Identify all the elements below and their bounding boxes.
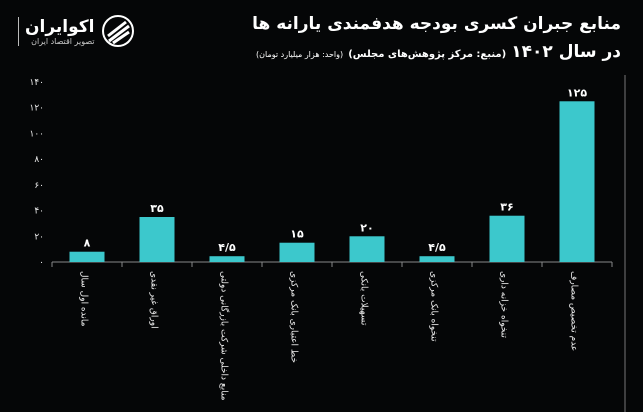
- x-category-label: تنخواه خزانه داری: [499, 271, 509, 338]
- y-tick-label: ۶۰: [34, 181, 44, 191]
- x-category-label: خط اعتباری بانک مرکزی: [289, 271, 299, 363]
- bar: [279, 242, 315, 262]
- bar: [139, 217, 175, 262]
- data-label: ۲۰: [360, 221, 373, 234]
- y-tick-label: ۴۰: [34, 207, 44, 217]
- subtitle-unit: (واحد: هزار میلیارد تومان): [256, 50, 344, 59]
- data-label: ۱۲۵: [567, 86, 587, 99]
- x-category-label: اوراق غیر نقدی: [149, 271, 159, 329]
- bar: [559, 101, 595, 263]
- x-category-label: تنخواه بانک مرکزی: [429, 271, 439, 342]
- bar: [489, 215, 525, 262]
- data-label: ۸: [84, 237, 91, 250]
- x-category-label: منابع داخلی شرکت بازرگانی دولتی: [219, 271, 231, 401]
- x-category-label: عدم تخصیص مصارف: [569, 271, 579, 351]
- logo-tagline: تصویر اقتصاد ایران: [31, 36, 95, 46]
- bar: [209, 256, 245, 262]
- data-label: ۴/۵: [428, 241, 446, 254]
- data-label: ۱۵: [290, 228, 304, 241]
- y-tick-label: ۱۴۰: [29, 78, 44, 88]
- data-label: ۳۵: [150, 202, 164, 215]
- logo-name: اکوایران: [25, 16, 95, 37]
- chart-title: منابع جبران کسری بودجه هدفمندی یارانه ها: [252, 14, 621, 34]
- logo: اکوایران تصویر اقتصاد ایران: [18, 14, 135, 48]
- y-tick-label: ۰: [39, 258, 44, 268]
- x-category-label: تسهیلات بانکی: [359, 271, 369, 326]
- y-tick-label: ۱۲۰: [29, 104, 44, 114]
- subtitle-year: در سال ۱۴۰۲: [511, 42, 621, 62]
- data-label: ۴/۵: [218, 241, 236, 254]
- chart-subtitle: در سال ۱۴۰۲ (منبع: مرکز پژوهش‌های مجلس) …: [256, 42, 621, 62]
- y-tick-label: ۱۰۰: [29, 129, 44, 139]
- bar: [419, 256, 455, 262]
- x-category-label: مانده اول سال: [79, 271, 89, 327]
- data-label: ۳۶: [500, 201, 513, 214]
- bar: [349, 236, 385, 262]
- subtitle-source: (منبع: مرکز پژوهش‌های مجلس): [348, 49, 507, 60]
- y-tick-label: ۸۰: [34, 155, 44, 165]
- y-tick-label: ۲۰: [34, 232, 44, 242]
- logo-icon: [101, 15, 134, 47]
- bar: [69, 251, 105, 262]
